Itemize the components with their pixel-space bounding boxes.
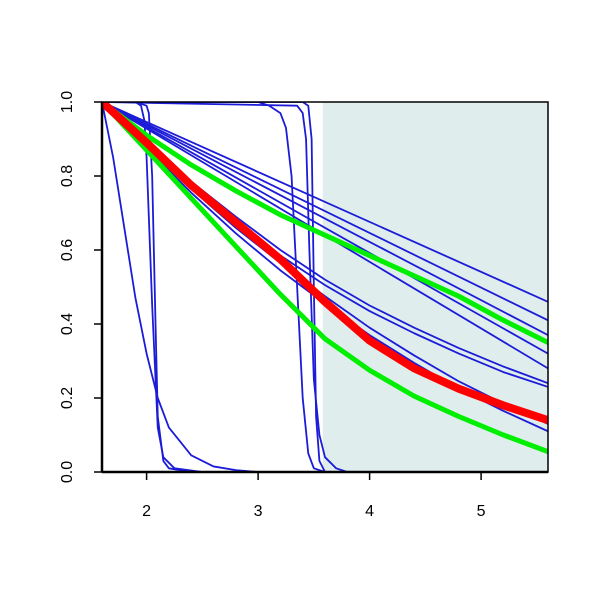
x-tick-label: 5 xyxy=(477,503,486,520)
series-line xyxy=(102,102,326,472)
x-tick-label: 2 xyxy=(142,503,151,520)
series-line xyxy=(102,102,548,425)
y-tick-label: 0.6 xyxy=(59,239,76,261)
axes: 2 3 4 5 0.0 0.2 0.4 0.6 0.8 1.0 xyxy=(59,91,549,520)
series-line xyxy=(102,102,548,345)
series-line xyxy=(102,102,326,472)
y-tick-label: 0.8 xyxy=(59,165,76,187)
x-tick-label: 4 xyxy=(365,503,374,520)
y-tick-label: 0.0 xyxy=(59,461,76,483)
y-tick-label: 1.0 xyxy=(59,91,76,113)
series-line xyxy=(102,102,548,472)
series-line xyxy=(102,102,326,472)
series-line xyxy=(102,102,548,303)
series-line xyxy=(102,102,548,455)
lines xyxy=(102,102,548,472)
series-line xyxy=(102,102,548,322)
y-tick-label: 0.2 xyxy=(59,387,76,409)
y-tick-label: 0.4 xyxy=(59,313,76,335)
x-tick-label: 3 xyxy=(254,503,263,520)
series-line xyxy=(102,102,548,355)
series-line xyxy=(102,102,548,337)
